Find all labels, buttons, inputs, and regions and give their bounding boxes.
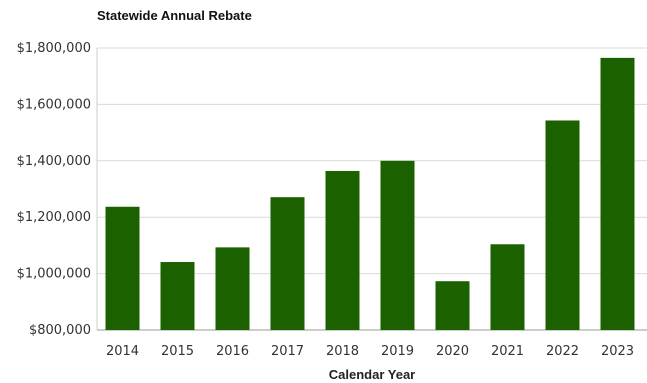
x-axis-label: Calendar Year <box>329 367 415 382</box>
y-tick-label: $1,800,000 <box>17 41 91 56</box>
x-tick-label: 2023 <box>601 344 634 359</box>
bar-2014 <box>105 206 140 330</box>
y-tick-label: $1,400,000 <box>17 154 91 169</box>
x-tick-label: 2019 <box>381 344 414 359</box>
y-tick-label: $1,000,000 <box>17 267 91 282</box>
bar-2021 <box>490 244 525 330</box>
bar-2022 <box>545 120 580 330</box>
y-tick-label: $1,200,000 <box>17 210 91 225</box>
x-tick-label: 2021 <box>491 344 524 359</box>
bar-2015 <box>160 262 195 330</box>
x-tick-label: 2022 <box>546 344 579 359</box>
x-tick-label: 2017 <box>271 344 304 359</box>
x-tick-label: 2016 <box>216 344 249 359</box>
y-tick-label: $1,600,000 <box>17 97 91 112</box>
x-tick-label: 2014 <box>106 344 139 359</box>
x-axis-ticks: 2014 2015 2016 2017 2018 2019 2020 2021 2022 2023 <box>106 344 634 359</box>
bar-2017 <box>270 197 305 330</box>
bar-2020 <box>435 281 470 330</box>
x-tick-label: 2018 <box>326 344 359 359</box>
bars <box>105 57 635 331</box>
bar-2016 <box>215 247 250 330</box>
chart-title: Statewide Annual Rebate <box>97 8 252 23</box>
bar-2019 <box>380 160 415 330</box>
bar-2023 <box>600 57 635 331</box>
y-tick-label: $800,000 <box>29 323 91 338</box>
x-tick-label: 2015 <box>161 344 194 359</box>
bar-2018 <box>325 170 360 330</box>
x-tick-label: 2020 <box>436 344 469 359</box>
y-axis-ticks: $800,000 $1,000,000 $1,200,000 $1,400,000 $1… <box>17 41 91 338</box>
